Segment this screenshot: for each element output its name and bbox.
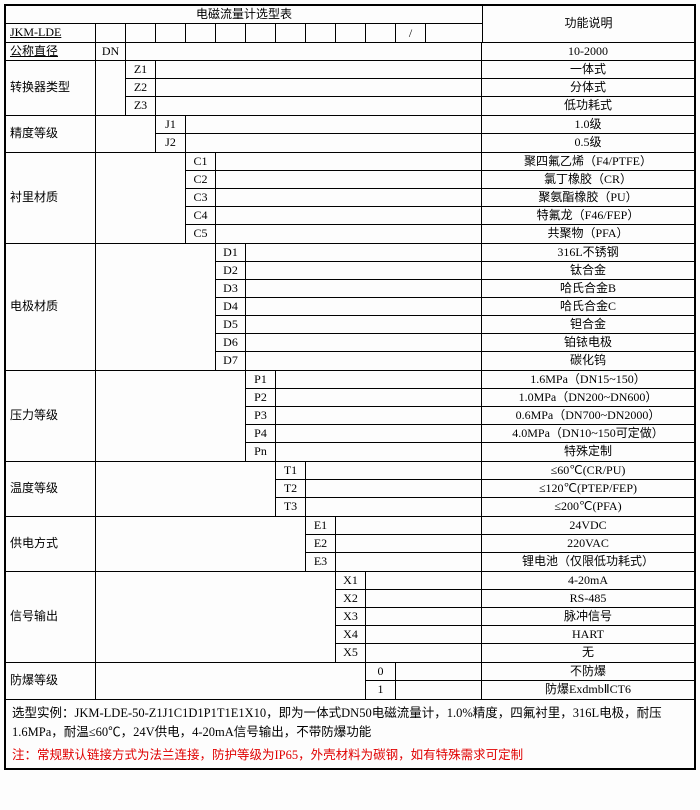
- note-text: 注：常规默认链接方式为法兰连接，防护等级为IP65，外壳材料为碳钢，如有特殊需求…: [12, 746, 688, 765]
- converter-label: 转换器类型: [6, 61, 96, 115]
- footer: 选型实例：JKM-LDE-50-Z1J1C1D1P1T1E1X10，即为一体式D…: [6, 700, 694, 768]
- electrode-label: 电极材质: [6, 244, 96, 370]
- title: 电磁流量计选型表: [6, 6, 482, 23]
- pressure-label: 压力等级: [6, 371, 96, 461]
- accuracy-label: 精度等级: [6, 116, 96, 152]
- temp-section: 温度等级 T1≤60℃(CR/PU) T2≤120℃(PTEP/FEP) T3≤…: [6, 462, 694, 517]
- power-label: 供电方式: [6, 517, 96, 571]
- lining-label: 衬里材质: [6, 153, 96, 243]
- func-label: 功能说明: [482, 6, 694, 42]
- nominal-desc: 10-2000: [482, 43, 694, 60]
- converter-section: 转换器类型 Z1一体式 Z2分体式 Z3低功耗式: [6, 61, 694, 116]
- selection-table: 电磁流量计选型表 JKM-LDE / 功能说明 公称直径 DN: [4, 4, 696, 770]
- nominal-row: 公称直径 DN 10-2000: [6, 43, 694, 61]
- power-section: 供电方式 E124VDC E2220VAC E3锂电池（仅限低功耗式）: [6, 517, 694, 572]
- model-code: JKM-LDE: [6, 24, 96, 42]
- slash: /: [396, 24, 426, 42]
- nominal-label: 公称直径: [6, 43, 96, 60]
- dn: DN: [96, 43, 126, 60]
- example-text: 选型实例：JKM-LDE-50-Z1J1C1D1P1T1E1X10，即为一体式D…: [12, 704, 688, 742]
- pressure-section: 压力等级 P11.6MPa（DN15~150） P21.0MPa（DN200~D…: [6, 371, 694, 462]
- electrode-section: 电极材质 D1316L不锈钢 D2钛合金 D3哈氏合金B D4哈氏合金C D5钽…: [6, 244, 694, 371]
- temp-label: 温度等级: [6, 462, 96, 516]
- explosion-label: 防爆等级: [6, 663, 96, 699]
- lining-section: 衬里材质 C1聚四氟乙烯（F4/PTFE） C2氯丁橡胶（CR） C3聚氨酯橡胶…: [6, 153, 694, 244]
- accuracy-section: 精度等级 J11.0级 J20.5级: [6, 116, 694, 153]
- header-row: 电磁流量计选型表 JKM-LDE / 功能说明: [6, 6, 694, 43]
- explosion-section: 防爆等级 0不防爆 1防爆ExdmbⅡCT6: [6, 663, 694, 700]
- signal-label: 信号输出: [6, 572, 96, 662]
- signal-section: 信号输出 X14-20mA X2RS-485 X3脉冲信号 X4HART X5无: [6, 572, 694, 663]
